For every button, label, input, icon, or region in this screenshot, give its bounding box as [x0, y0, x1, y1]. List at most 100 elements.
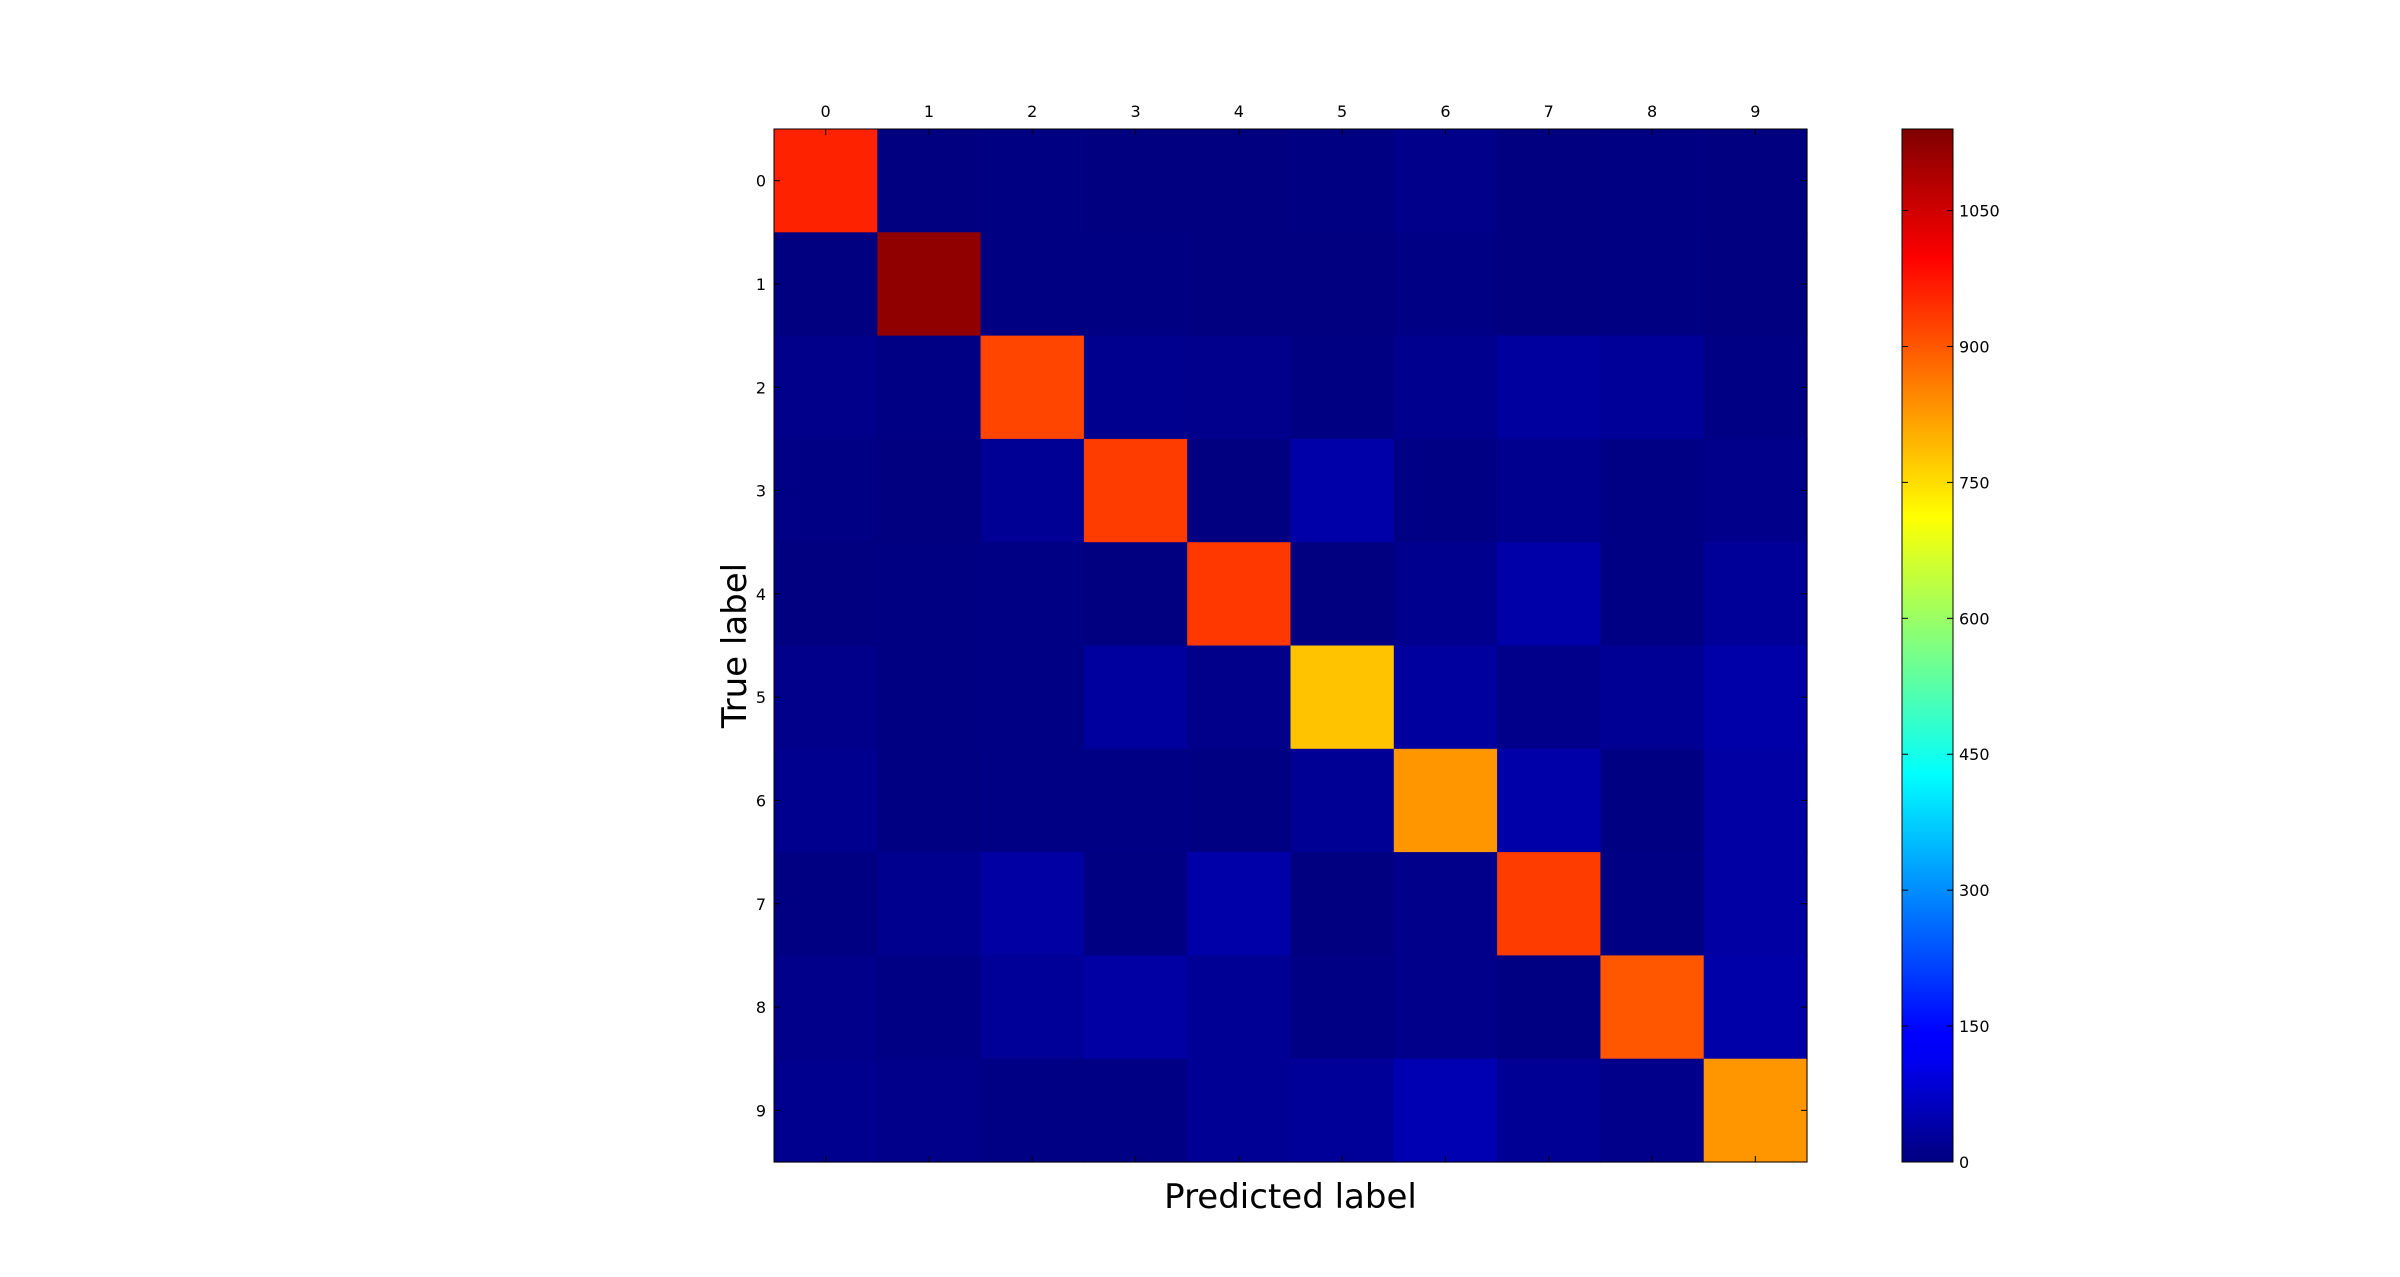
heatmap-cell [1187, 645, 1292, 750]
heatmap-cell [980, 852, 1085, 956]
heatmap-cell [1393, 852, 1498, 956]
y-tick-label: 6 [756, 791, 766, 810]
heatmap-cell [1393, 748, 1498, 853]
heatmap-cell [1187, 438, 1292, 543]
heatmap-cell [980, 335, 1085, 440]
heatmap-cell [980, 438, 1085, 543]
heatmap-cell [1393, 129, 1498, 233]
heatmap-cell [1600, 335, 1705, 440]
heatmap-cell [1187, 542, 1292, 647]
heatmap-cell [1600, 438, 1705, 543]
x-tick-label: 9 [1750, 102, 1760, 121]
heatmap-cell [1187, 129, 1292, 233]
heatmap-cell [1497, 335, 1601, 440]
heatmap-cell [1703, 542, 1808, 647]
heatmap-cell [1290, 438, 1395, 543]
heatmap-cell [1083, 955, 1188, 1060]
heatmap-cell [1600, 129, 1705, 233]
heatmap-cell [774, 232, 878, 337]
colorbar-tick-label: 0 [1959, 1153, 1969, 1172]
heatmap-cell [877, 955, 982, 1060]
heatmap-cell [1290, 852, 1395, 956]
heatmap-cell [1083, 748, 1188, 853]
heatmap-cell [1703, 232, 1808, 337]
heatmap-cell [1290, 955, 1395, 1060]
heatmap-cell [774, 335, 878, 440]
x-axis-ticks: 0 1 2 3 4 5 6 7 8 9 [821, 102, 1760, 1162]
heatmap-cell [877, 542, 982, 647]
heatmap-cell [1083, 852, 1188, 956]
heatmap-cell [1703, 955, 1808, 1060]
heatmap-cell [1290, 645, 1395, 750]
heatmap-cell [1600, 232, 1705, 337]
heatmap-cell [1497, 852, 1601, 956]
heatmap-cell [1703, 335, 1808, 440]
heatmap-cell [774, 542, 878, 647]
plot-frame [773, 128, 1808, 1163]
heatmap-cell [1600, 748, 1705, 853]
y-tick-label: 1 [756, 275, 766, 294]
heatmap-cell [774, 748, 878, 853]
heatmap-cell [1187, 748, 1292, 853]
heatmap-cell [1497, 955, 1601, 1060]
y-axis-label: True label [715, 563, 755, 729]
heatmap-cell [1703, 438, 1808, 543]
colorbar-tick-label: 900 [1959, 337, 1990, 356]
heatmap-cell [980, 129, 1085, 233]
heatmap-cell [1703, 645, 1808, 750]
heatmap-cell [980, 1058, 1085, 1163]
y-tick-label: 4 [756, 585, 766, 604]
heatmap-cells [774, 129, 1808, 1163]
heatmap-cell [1600, 645, 1705, 750]
heatmap-cell [877, 1058, 982, 1163]
heatmap-cell [1497, 232, 1601, 337]
heatmap-cell [1497, 645, 1601, 750]
heatmap-cell [1703, 852, 1808, 956]
heatmap-cell [1703, 1058, 1808, 1163]
heatmap-cell [1290, 542, 1395, 647]
heatmap-cell [1393, 645, 1498, 750]
heatmap-cell [1703, 129, 1808, 233]
heatmap-cell [877, 232, 982, 337]
y-tick-label: 8 [756, 998, 766, 1017]
x-tick-label: 8 [1647, 102, 1657, 121]
y-tick-label: 2 [756, 378, 766, 397]
heatmap-cell [877, 748, 982, 853]
heatmap-cell [1497, 748, 1601, 853]
heatmap-cell [877, 129, 982, 233]
heatmap-cell [774, 645, 878, 750]
heatmap-cell [1083, 335, 1188, 440]
heatmap-cell [1600, 542, 1705, 647]
heatmap-cell [877, 645, 982, 750]
x-tick-label: 0 [821, 102, 831, 121]
heatmap-cell [1497, 1058, 1601, 1163]
heatmap-cell [877, 335, 982, 440]
y-axis-ticks: 0 1 2 3 4 5 6 7 8 9 [756, 172, 1807, 1120]
colorbar-tick-label: 300 [1959, 881, 1990, 900]
heatmap-cell [774, 955, 878, 1060]
heatmap-cell [1600, 955, 1705, 1060]
y-tick-label: 9 [756, 1101, 766, 1120]
heatmap-cell [1083, 542, 1188, 647]
heatmap-cell [980, 955, 1085, 1060]
heatmap-cell [980, 232, 1085, 337]
heatmap-cell [1393, 438, 1498, 543]
colorbar-tick-label: 750 [1959, 473, 1990, 492]
heatmap-cell [980, 645, 1085, 750]
heatmap-cell [1393, 335, 1498, 440]
x-tick-label: 1 [924, 102, 934, 121]
heatmap-cell [1703, 748, 1808, 853]
heatmap-cell [774, 438, 878, 543]
heatmap-cell [1083, 438, 1188, 543]
heatmap-cell [1290, 129, 1395, 233]
x-tick-label: 5 [1337, 102, 1347, 121]
heatmap-cell [1600, 852, 1705, 956]
heatmap-cell [1497, 438, 1601, 543]
heatmap-cell [877, 852, 982, 956]
x-axis-label: Predicted label [1164, 1177, 1417, 1217]
heatmap-cell [1187, 1058, 1292, 1163]
heatmap-cell [1497, 542, 1601, 647]
colorbar-tick-label: 600 [1959, 609, 1990, 628]
heatmap-cell [774, 1058, 878, 1163]
